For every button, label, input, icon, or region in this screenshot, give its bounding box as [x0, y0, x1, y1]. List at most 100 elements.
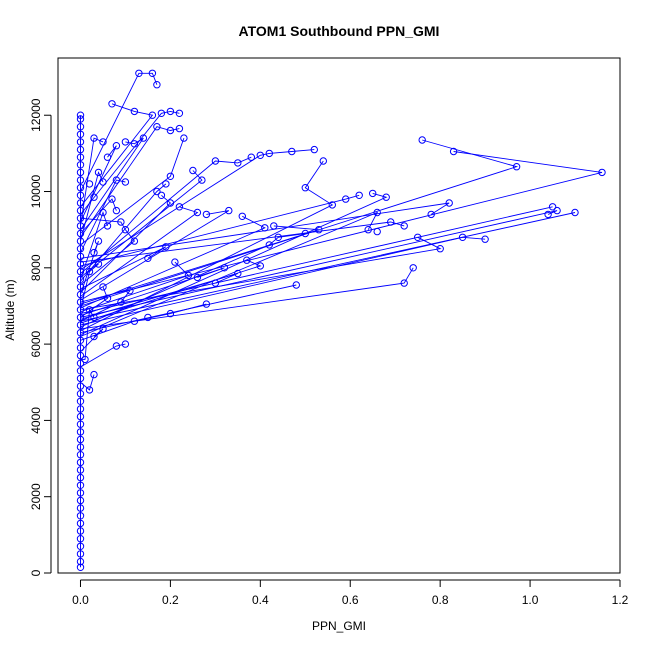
series-line — [80, 215, 266, 309]
data-point — [166, 199, 175, 207]
series-line — [80, 240, 99, 295]
data-point — [301, 184, 309, 192]
data-point — [598, 168, 606, 177]
x-tick-label: 0.0 — [72, 593, 89, 607]
data-point — [319, 157, 327, 165]
series-line — [80, 210, 230, 301]
data-point — [76, 428, 85, 436]
data-point — [76, 397, 85, 405]
data-point — [130, 317, 139, 325]
data-point — [76, 176, 85, 184]
data-point — [166, 126, 175, 135]
data-point — [544, 210, 552, 219]
series-line — [80, 139, 519, 307]
y-axis-label: Altitude (m) — [3, 279, 17, 340]
data-point — [373, 208, 381, 217]
series-line — [80, 236, 442, 311]
data-point — [193, 208, 202, 217]
series-line — [80, 212, 576, 322]
data-point — [193, 273, 202, 282]
data-point — [166, 172, 175, 181]
data-point — [225, 206, 233, 215]
series-line — [80, 72, 158, 192]
data-point — [76, 390, 85, 398]
series-line — [80, 151, 603, 303]
data-point — [76, 519, 85, 528]
data-point — [121, 178, 130, 186]
data-point — [112, 142, 121, 150]
y-tick-label: 10000 — [29, 175, 43, 209]
data-point — [76, 199, 85, 207]
data-point — [76, 443, 85, 451]
data-point — [99, 178, 107, 186]
data-point — [76, 367, 85, 375]
data-point — [76, 504, 85, 512]
data-point — [76, 229, 85, 238]
data-point — [76, 550, 85, 558]
data-point — [153, 123, 161, 131]
data-point — [90, 193, 98, 201]
data-point — [76, 306, 85, 314]
data-point — [76, 535, 85, 543]
data-point — [76, 313, 85, 322]
data-point — [121, 138, 130, 146]
series-line — [80, 194, 360, 267]
series-line — [80, 211, 379, 337]
data-point — [355, 191, 363, 200]
data-point — [243, 256, 251, 264]
x-axis-label: PPN_GMI — [312, 619, 366, 633]
data-point — [373, 227, 381, 236]
data-point — [76, 557, 85, 566]
data-point — [274, 233, 282, 242]
data-point — [211, 279, 220, 287]
data-point — [76, 473, 85, 482]
data-point — [121, 340, 130, 348]
data-point — [166, 309, 175, 318]
data-point — [157, 109, 166, 118]
data-point — [171, 258, 179, 266]
data-point — [76, 382, 85, 390]
data-point — [328, 201, 336, 209]
data-point — [256, 262, 264, 270]
y-tick-label: 2000 — [29, 483, 43, 510]
data-point — [76, 351, 85, 360]
series-line — [80, 170, 203, 278]
series-line — [80, 267, 225, 316]
data-point — [148, 111, 157, 119]
series-line — [80, 160, 334, 332]
data-point — [76, 283, 85, 291]
data-point — [76, 321, 85, 329]
data-point — [220, 264, 229, 272]
data-point — [94, 260, 103, 268]
y-tick-label: 6000 — [29, 330, 43, 357]
data-point — [90, 134, 98, 142]
data-point — [108, 100, 116, 108]
data-point — [184, 271, 193, 280]
data-point — [76, 374, 85, 383]
data-point — [76, 161, 85, 169]
series-line — [80, 149, 315, 271]
data-point — [76, 481, 85, 489]
data-point — [180, 134, 188, 142]
data-point — [76, 458, 85, 467]
data-point — [342, 195, 350, 203]
data-point — [292, 281, 300, 289]
series-line — [80, 202, 450, 259]
data-point — [76, 206, 85, 215]
data-point — [261, 224, 269, 232]
data-point — [157, 191, 166, 200]
data-point — [76, 275, 85, 283]
data-point — [90, 332, 98, 341]
data-point — [76, 290, 85, 299]
series-line — [80, 267, 414, 330]
data-point — [76, 214, 85, 222]
data-point — [76, 245, 85, 253]
data-point — [76, 237, 85, 245]
data-point — [103, 222, 112, 230]
data-point — [301, 229, 309, 238]
data-point — [211, 157, 220, 165]
data-point — [76, 191, 85, 200]
data-point — [234, 159, 242, 167]
data-point — [288, 147, 296, 156]
